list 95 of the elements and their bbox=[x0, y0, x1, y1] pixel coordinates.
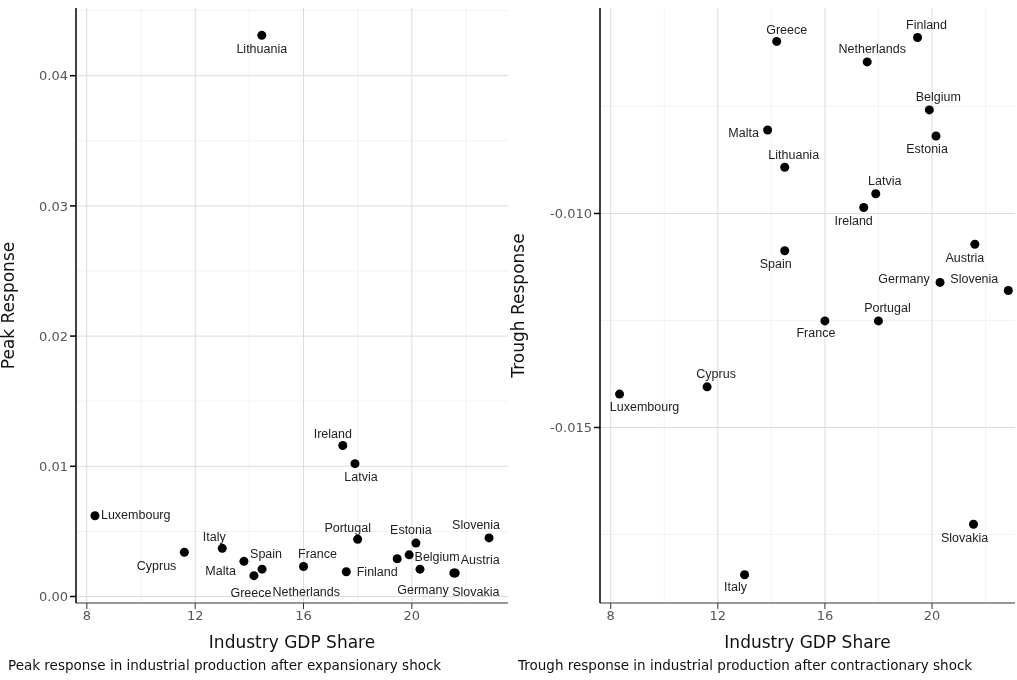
annotation: Lithuania bbox=[236, 41, 288, 56]
x-tick-label: 12 bbox=[186, 608, 204, 624]
point bbox=[179, 547, 189, 557]
point bbox=[341, 567, 351, 577]
annotation: Luxembourg bbox=[609, 400, 680, 415]
point bbox=[772, 36, 782, 46]
annotation: Finland bbox=[356, 565, 398, 580]
point bbox=[873, 316, 883, 326]
point bbox=[931, 131, 941, 141]
annotation: Spain bbox=[250, 547, 283, 562]
annotation: Netherlands bbox=[272, 585, 341, 600]
point bbox=[935, 277, 945, 287]
annotation: Malta bbox=[205, 563, 236, 578]
annotation: Finland bbox=[906, 17, 948, 32]
annotation: Greece bbox=[766, 22, 808, 37]
point bbox=[740, 570, 750, 580]
y-tick-label: 0.01 bbox=[39, 458, 68, 474]
text: Peak response in industrial production after expansionary shock bbox=[8, 657, 442, 673]
x-axis-title: Industry GDP Share bbox=[208, 632, 376, 652]
point bbox=[299, 562, 309, 572]
annotation: Latvia bbox=[868, 174, 902, 189]
point bbox=[90, 511, 100, 521]
y-tick-label: -0.010 bbox=[550, 206, 592, 222]
annotation: Italy bbox=[202, 529, 227, 544]
annotation: Slovakia bbox=[452, 585, 500, 600]
point bbox=[871, 189, 881, 199]
point bbox=[249, 571, 259, 581]
point bbox=[239, 556, 249, 566]
y-tick-label: 0.02 bbox=[39, 328, 68, 344]
y-tick-label: -0.015 bbox=[550, 420, 592, 436]
annotation: Luxembourg bbox=[100, 508, 171, 523]
annotation: Austria bbox=[460, 553, 500, 568]
x-tick-label: 16 bbox=[816, 608, 834, 624]
annotation: Cyprus bbox=[696, 367, 736, 382]
point bbox=[763, 125, 773, 135]
x-axis-title: Industry GDP Share bbox=[724, 632, 891, 652]
point bbox=[257, 30, 267, 40]
point bbox=[392, 554, 402, 564]
annotation: Portugal bbox=[324, 520, 371, 535]
annotation: Latvia bbox=[344, 469, 378, 484]
point bbox=[780, 246, 790, 256]
annotation: Cyprus bbox=[136, 558, 177, 573]
annotation: Netherlands bbox=[838, 42, 906, 57]
x-tick-label: 8 bbox=[606, 608, 615, 624]
annotation: Portugal bbox=[864, 301, 911, 316]
point bbox=[257, 564, 267, 574]
point bbox=[820, 316, 830, 326]
annotation: France bbox=[796, 326, 836, 341]
annotation: France bbox=[298, 546, 338, 561]
x-tick-label: 16 bbox=[295, 608, 312, 624]
point bbox=[780, 162, 790, 172]
point bbox=[411, 538, 421, 548]
point bbox=[862, 57, 872, 67]
y-tick-label: 0.00 bbox=[39, 589, 68, 605]
point bbox=[217, 543, 227, 553]
annotation: Germany bbox=[878, 271, 931, 286]
x-tick-label: 12 bbox=[709, 608, 727, 624]
point bbox=[859, 202, 869, 212]
annotation: Spain bbox=[759, 257, 792, 272]
point bbox=[350, 459, 360, 469]
x-tick-label: 8 bbox=[82, 608, 91, 624]
annotation: Slovakia bbox=[940, 530, 989, 545]
annotation: Malta bbox=[728, 126, 759, 141]
annotation: Lithuania bbox=[768, 147, 820, 162]
y-axis-title: Peak Response bbox=[0, 241, 19, 370]
point bbox=[1003, 286, 1013, 296]
point bbox=[415, 564, 425, 574]
x-tick-label: 20 bbox=[403, 608, 421, 624]
annotation: Estonia bbox=[390, 523, 432, 538]
annotation: Ireland bbox=[834, 213, 873, 228]
annotation: Austria bbox=[945, 250, 985, 265]
y-tick-label: 0.04 bbox=[39, 68, 68, 84]
point bbox=[615, 389, 625, 399]
annotation: Slovenia bbox=[950, 271, 999, 286]
annotation: Estonia bbox=[906, 142, 948, 157]
annotation: Slovenia bbox=[452, 518, 501, 533]
annotation: Greece bbox=[230, 585, 272, 600]
y-axis-title: Trough Response bbox=[508, 233, 529, 379]
point bbox=[484, 533, 494, 543]
point bbox=[353, 534, 363, 544]
point bbox=[924, 105, 934, 115]
point bbox=[338, 440, 348, 450]
point bbox=[404, 550, 414, 560]
annotation: Italy bbox=[724, 580, 748, 595]
point bbox=[913, 33, 923, 43]
text: Trough response in industrial production after contractionary shock bbox=[518, 657, 973, 673]
point bbox=[970, 239, 980, 249]
x-tick-label: 20 bbox=[923, 608, 941, 624]
point bbox=[969, 519, 978, 529]
y-tick-label: 0.03 bbox=[39, 198, 68, 214]
annotation: Ireland bbox=[313, 426, 352, 441]
annotation: Belgium bbox=[915, 90, 961, 105]
annotation: Belgium bbox=[414, 550, 460, 565]
point bbox=[702, 382, 712, 392]
annotation: Germany bbox=[397, 583, 450, 598]
